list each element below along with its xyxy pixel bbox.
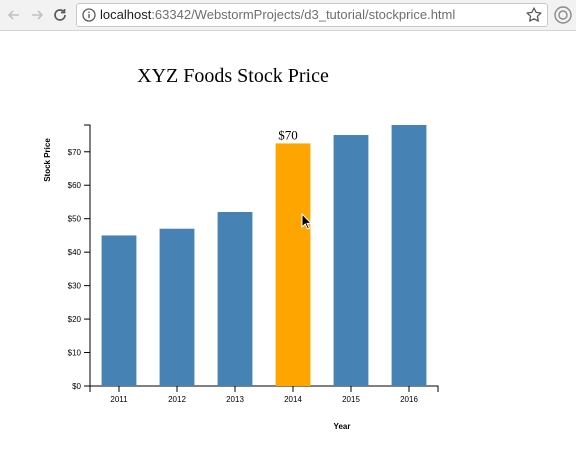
y-tick-label: $20 — [68, 315, 82, 324]
y-tick-label: $40 — [68, 248, 82, 257]
y-axis-label: Stock Price — [43, 138, 52, 182]
forward-button[interactable] — [27, 5, 47, 25]
y-tick-label: $70 — [68, 148, 82, 157]
x-tick-label: 2012 — [168, 395, 186, 404]
browser-toolbar: localhost:63342/WebstormProjects/d3_tuto… — [0, 0, 576, 31]
bar — [391, 125, 427, 386]
x-tick-label: 2015 — [342, 395, 360, 404]
y-tick-label: $10 — [68, 349, 82, 358]
y-tick-label: $0 — [72, 382, 81, 391]
x-tick-label: 2014 — [284, 395, 302, 404]
x-tick-label: 2016 — [400, 395, 418, 404]
info-icon[interactable] — [82, 8, 96, 22]
y-tick-label: $30 — [68, 282, 82, 291]
reload-button[interactable] — [50, 5, 70, 25]
bar — [101, 235, 137, 386]
forward-arrow-icon — [32, 10, 44, 20]
bookmark-star-icon[interactable] — [525, 6, 543, 24]
mouse-cursor-icon — [301, 212, 313, 230]
back-button[interactable] — [4, 5, 24, 25]
y-axis-line — [84, 124, 91, 387]
url-path: :63342/WebstormProjects/d3_tutorial/stoc… — [151, 7, 456, 22]
extension-button[interactable] — [553, 5, 573, 25]
stock-price-chart: XYZ Foods Stock Price Stock Price Year $… — [43, 65, 439, 431]
back-arrow-icon — [7, 10, 19, 20]
url-text[interactable]: localhost:63342/WebstormProjects/d3_tuto… — [100, 7, 455, 22]
x-axis-label: Year — [334, 422, 351, 431]
y-tick-label: $50 — [68, 215, 82, 224]
chart-title: XYZ Foods Stock Price — [137, 65, 329, 87]
x-axis-line — [89, 385, 439, 392]
x-tick-label: 2011 — [110, 395, 128, 404]
bar — [217, 212, 253, 386]
bar-highlighted — [275, 143, 311, 386]
reload-icon — [54, 9, 66, 21]
plot-area: $0 $10 $20 $30 $40 $50 $60 $70 2011 2012 2013 2014 2… — [68, 124, 439, 404]
bar-value-tooltip: $70 — [278, 127, 298, 142]
x-tick-label: 2013 — [226, 395, 244, 404]
extension-icon — [554, 6, 572, 24]
address-bar[interactable]: localhost:63342/WebstormProjects/d3_tuto… — [76, 3, 548, 27]
page-content: XYZ Foods Stock Price Stock Price Year $… — [0, 31, 576, 448]
bar — [159, 228, 195, 386]
url-host: localhost — [100, 7, 152, 22]
y-tick-label: $60 — [68, 181, 82, 190]
bar — [333, 135, 369, 386]
